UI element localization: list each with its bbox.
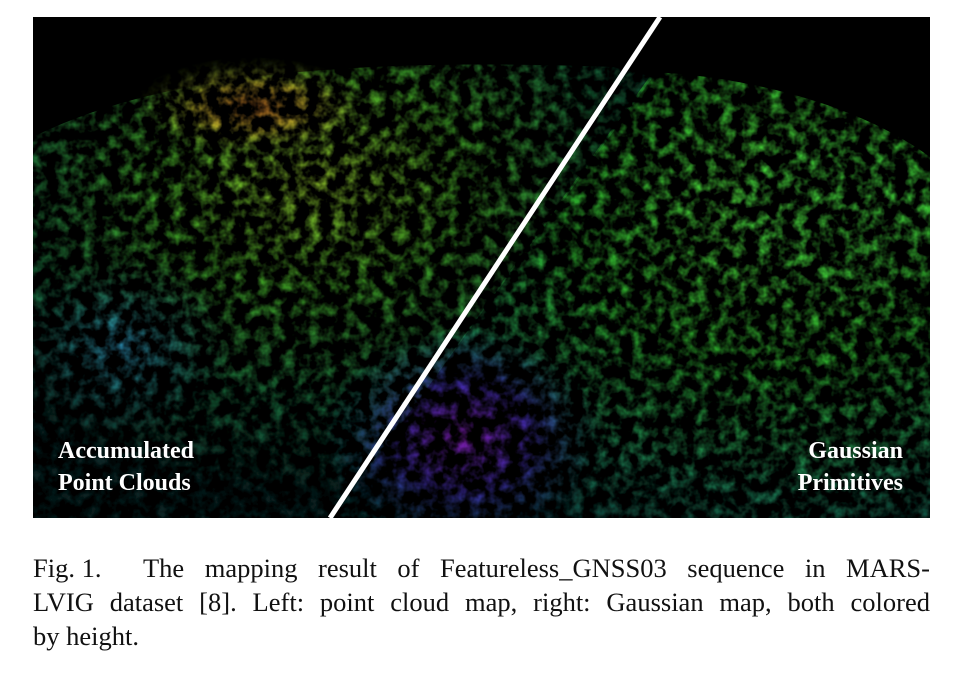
caption-line: Fig. 1. The mapping result of Featureless… [33,551,930,585]
point-cloud [33,57,653,518]
divider [327,17,663,518]
right-label: Primitives [798,470,903,496]
right-label: Gaussian [808,438,903,464]
figure-image: Accumulated Point Clouds Gaussian Primit… [33,17,930,518]
caption-label: Fig. 1. [33,553,102,583]
caption-line: by height. [33,621,139,651]
caption-line: LVIG dataset [8]. Left: point cloud map,… [33,587,930,617]
gaussian-map [323,72,930,518]
left-label: Point Clouds [58,470,191,496]
left-label: Accumulated [58,438,195,464]
caption-text: The mapping result of Featureless_GNSS03… [143,553,930,583]
